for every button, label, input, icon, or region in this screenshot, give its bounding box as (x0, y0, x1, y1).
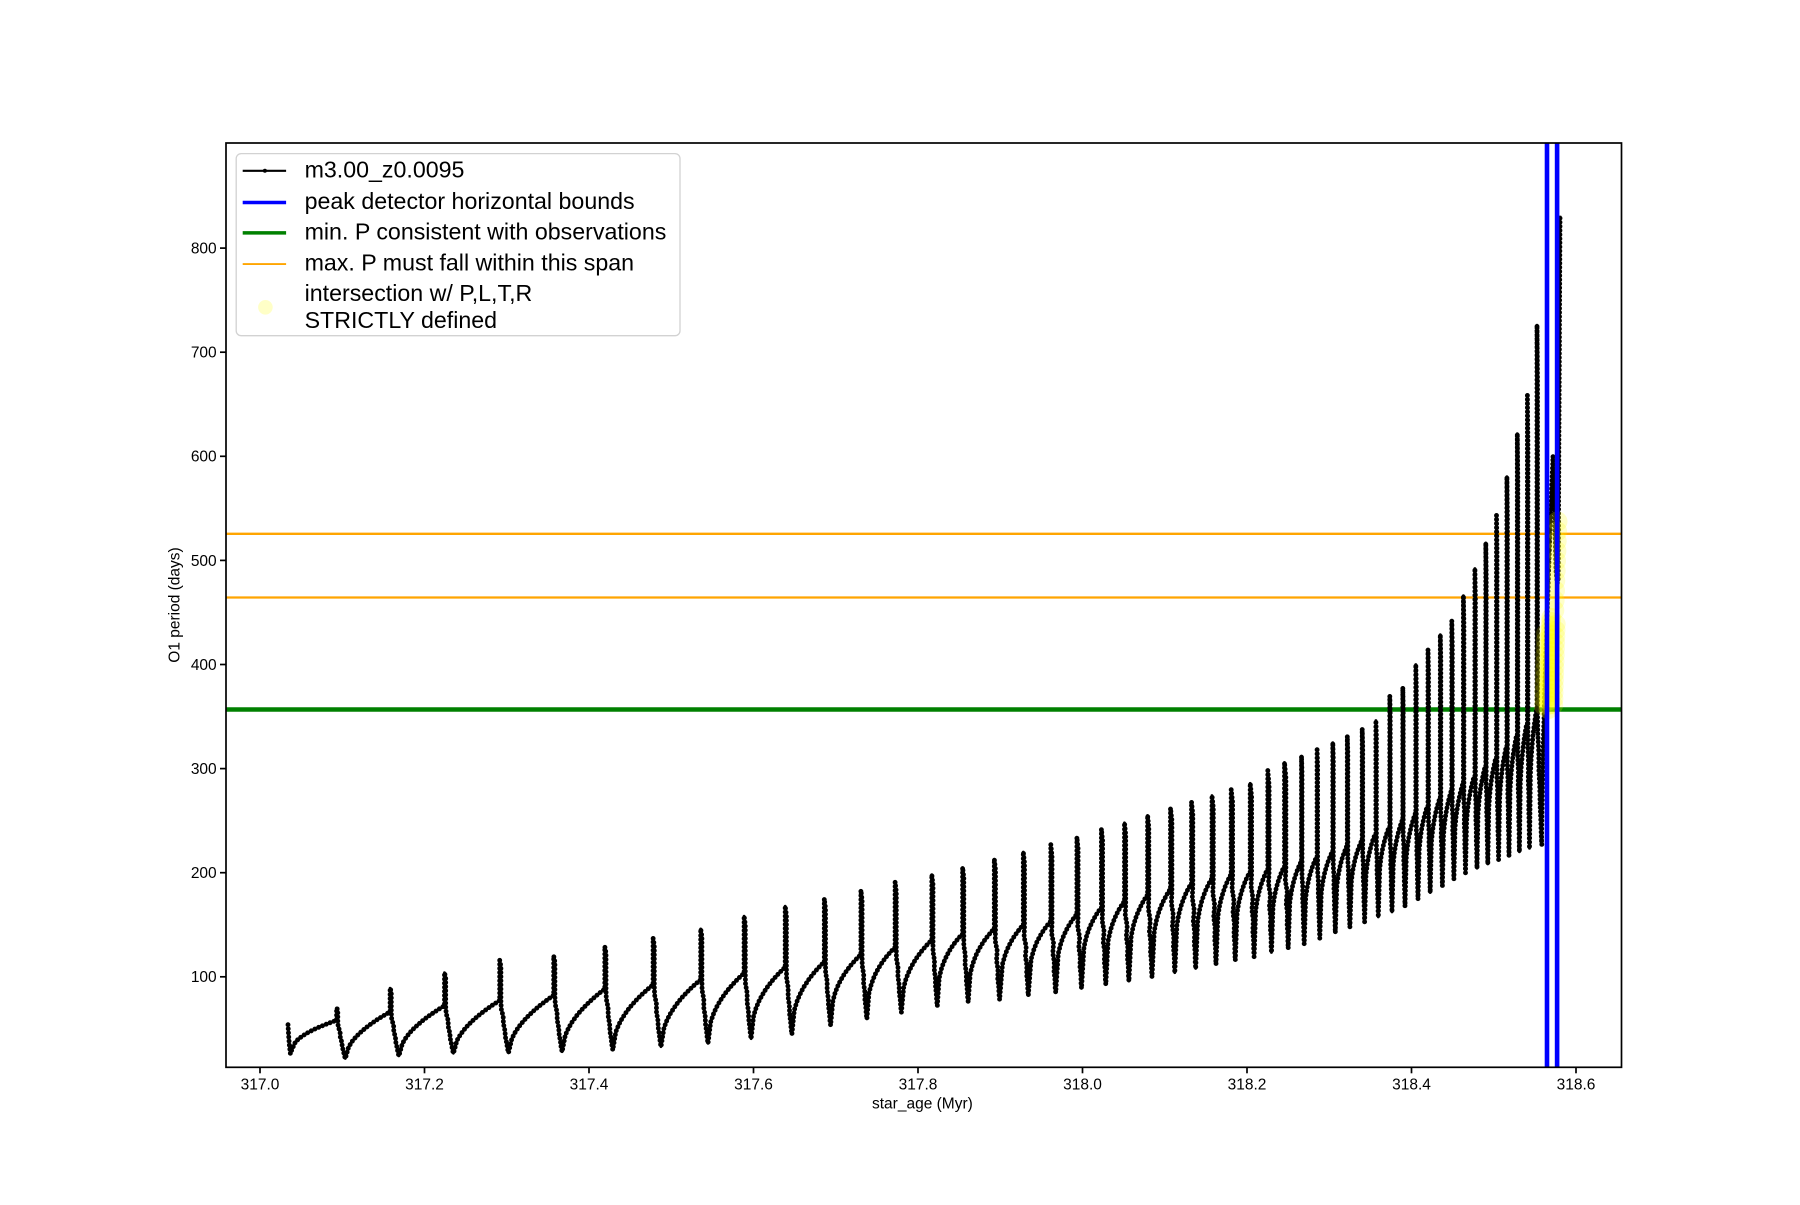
svg-text:700: 700 (191, 345, 217, 362)
svg-text:318.2: 318.2 (1228, 1077, 1267, 1094)
svg-text:star_age (Myr): star_age (Myr) (872, 1095, 973, 1112)
svg-text:200: 200 (191, 865, 217, 882)
svg-text:600: 600 (191, 449, 217, 466)
svg-text:500: 500 (191, 553, 217, 570)
svg-text:317.4: 317.4 (570, 1077, 609, 1094)
svg-text:318.6: 318.6 (1557, 1077, 1596, 1094)
svg-text:300: 300 (191, 761, 217, 778)
svg-text:317.2: 317.2 (405, 1077, 444, 1094)
svg-text:m3.00_z0.0095: m3.00_z0.0095 (305, 156, 465, 182)
svg-text:318.4: 318.4 (1392, 1077, 1431, 1094)
svg-text:318.0: 318.0 (1063, 1077, 1102, 1094)
svg-text:317.0: 317.0 (241, 1077, 280, 1094)
svg-text:max. P must fall within this s: max. P must fall within this span (305, 250, 634, 276)
svg-text:min. P consistent with observa: min. P consistent with observations (305, 218, 667, 244)
svg-text:peak detector horizontal bound: peak detector horizontal bounds (305, 188, 635, 214)
svg-text:100: 100 (191, 969, 217, 986)
svg-text:O1 period (days): O1 period (days) (167, 547, 184, 662)
svg-text:intersection w/ P,L,T,R: intersection w/ P,L,T,R (305, 280, 533, 306)
svg-text:400: 400 (191, 657, 217, 674)
svg-text:STRICTLY defined: STRICTLY defined (305, 307, 497, 333)
svg-text:800: 800 (191, 241, 217, 258)
svg-text:317.8: 317.8 (899, 1077, 938, 1094)
svg-text:317.6: 317.6 (734, 1077, 773, 1094)
